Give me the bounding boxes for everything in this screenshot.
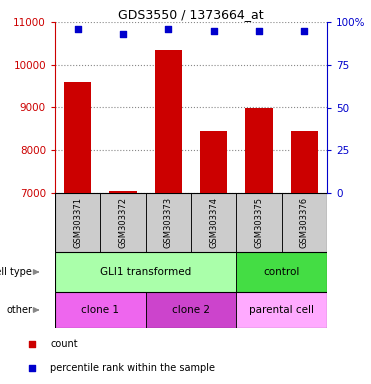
Bar <box>236 193 282 252</box>
Text: percentile rank within the sample: percentile rank within the sample <box>50 363 215 373</box>
Point <box>75 26 81 32</box>
Bar <box>55 193 100 252</box>
Text: count: count <box>50 339 78 349</box>
Bar <box>191 193 236 252</box>
Text: GSM303375: GSM303375 <box>255 197 263 248</box>
Bar <box>200 131 227 193</box>
Bar <box>55 292 146 328</box>
Point <box>301 28 307 34</box>
Bar <box>236 252 327 292</box>
Bar <box>55 252 236 292</box>
Point <box>256 28 262 34</box>
Bar <box>245 108 273 193</box>
Text: other: other <box>6 305 32 315</box>
Bar <box>155 50 182 193</box>
Point <box>29 365 35 371</box>
Text: clone 1: clone 1 <box>81 305 119 315</box>
Text: GSM303371: GSM303371 <box>73 197 82 248</box>
Bar <box>100 193 146 252</box>
Bar <box>109 191 137 193</box>
Point <box>165 26 171 32</box>
Text: clone 2: clone 2 <box>172 305 210 315</box>
Bar <box>236 292 327 328</box>
Bar <box>291 131 318 193</box>
Bar <box>146 292 236 328</box>
Bar <box>64 82 91 193</box>
Text: GSM303374: GSM303374 <box>209 197 218 248</box>
Text: parental cell: parental cell <box>249 305 314 315</box>
Text: control: control <box>263 267 300 277</box>
Point <box>120 31 126 37</box>
Text: GLI1 transformed: GLI1 transformed <box>100 267 191 277</box>
Title: GDS3550 / 1373664_at: GDS3550 / 1373664_at <box>118 8 264 21</box>
Point <box>29 341 35 347</box>
Bar <box>146 193 191 252</box>
Point <box>211 28 217 34</box>
Text: GSM303373: GSM303373 <box>164 197 173 248</box>
Bar <box>282 193 327 252</box>
Text: GSM303372: GSM303372 <box>118 197 128 248</box>
Text: GSM303376: GSM303376 <box>300 197 309 248</box>
Text: cell type: cell type <box>0 267 32 277</box>
